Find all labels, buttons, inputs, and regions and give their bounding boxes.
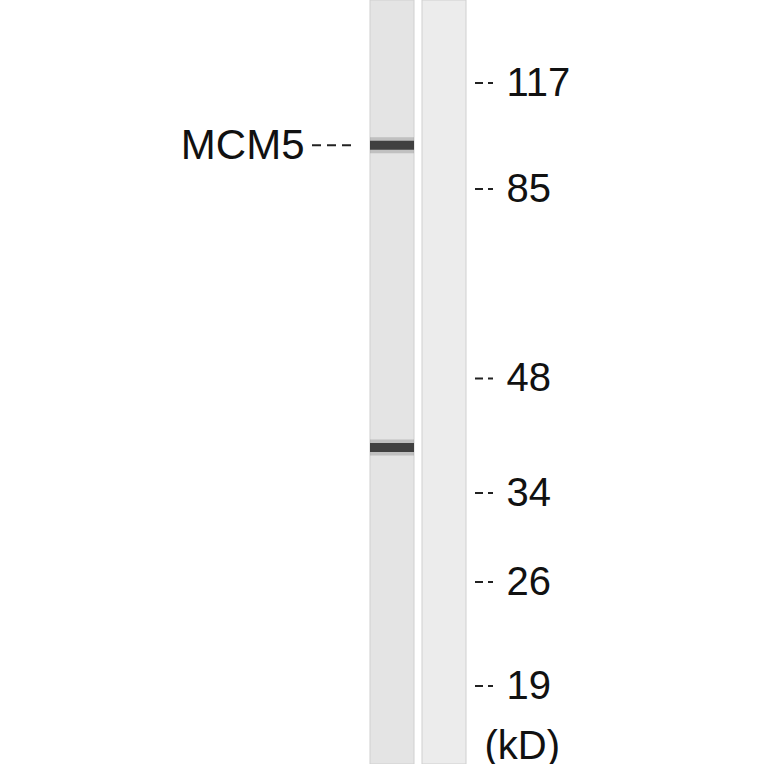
svg-text:MCM5: MCM5 — [181, 121, 305, 168]
svg-text:117: 117 — [507, 60, 571, 104]
svg-text:34: 34 — [507, 470, 552, 514]
svg-text:(kD): (kD) — [485, 723, 561, 764]
svg-text:26: 26 — [507, 559, 552, 603]
svg-text:48: 48 — [507, 355, 552, 399]
svg-text:85: 85 — [507, 166, 552, 210]
svg-text:19: 19 — [507, 663, 552, 707]
